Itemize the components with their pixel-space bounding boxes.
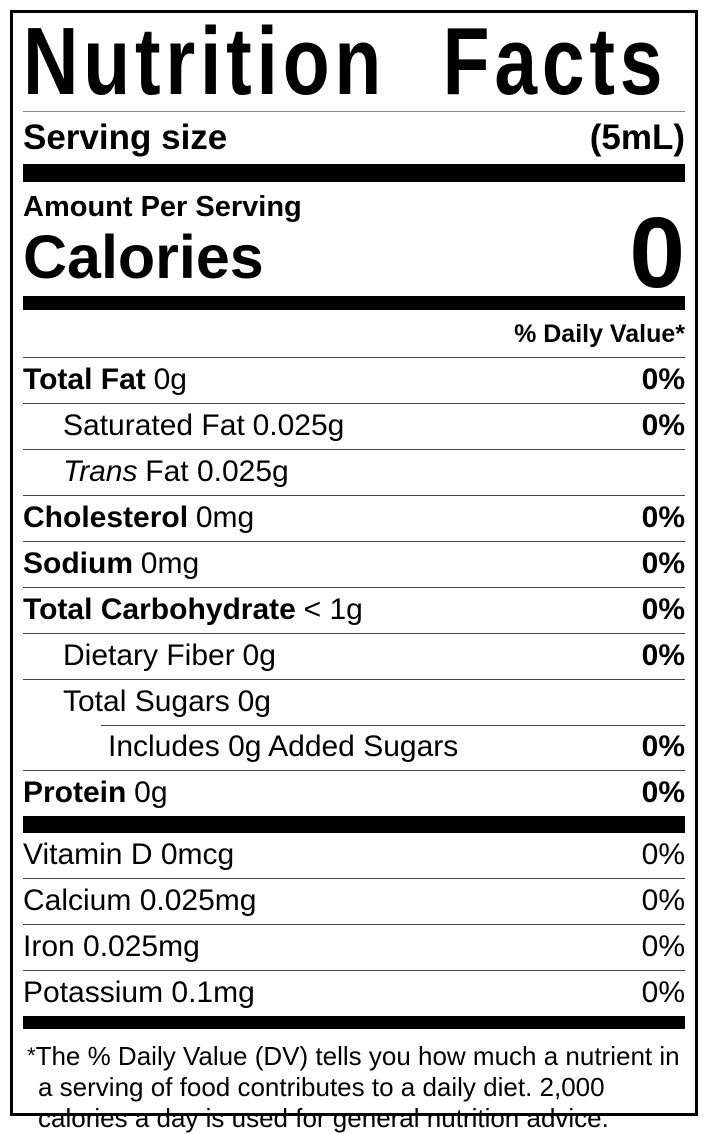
- nutrient-name: Includes 0g Added Sugars: [108, 730, 459, 763]
- nutrient-amount: 0mg: [195, 501, 255, 534]
- nutrient-amount: 0g: [242, 639, 276, 672]
- serving-size-row: Serving size (5mL): [23, 112, 685, 164]
- nutrient-label: Dietary Fiber 0g: [23, 639, 276, 673]
- serving-size-value: (5mL): [589, 118, 685, 157]
- footnote-asterisk: *: [27, 1043, 36, 1068]
- thick-rule: [23, 296, 685, 310]
- micronutrient-dv: 0%: [641, 838, 685, 871]
- nutrient-row-total-sugars: Total Sugars 0g: [23, 679, 685, 725]
- micronutrient-row-vitamin-d: Vitamin D 0mcg 0%: [23, 833, 685, 878]
- label-title-band: Nutrition Facts: [23, 13, 685, 112]
- calories-block: Amount Per Serving Calories 0: [23, 182, 685, 309]
- nutrition-facts-label: Nutrition Facts Serving size (5mL) Amoun…: [10, 10, 698, 1133]
- nutrient-name: Total Carbohydrate: [23, 593, 296, 626]
- nutrient-label: Total Carbohydrate < 1g: [23, 593, 363, 627]
- nutrient-dv: 0%: [641, 593, 685, 626]
- nutrient-amount: 0.025g: [252, 409, 345, 442]
- micronutrient-dv: 0%: [641, 930, 685, 963]
- nutrient-name: Total Fat: [23, 363, 146, 396]
- micronutrient-row-calcium: Calcium 0.025mg 0%: [23, 878, 685, 924]
- nutrient-label: Cholesterol 0mg: [23, 501, 254, 535]
- nutrient-name: Total Sugars: [63, 685, 230, 718]
- nutrient-name: Protein: [23, 776, 127, 809]
- nutrient-name: Trans: [63, 455, 138, 488]
- nutrient-dv: 0%: [641, 547, 685, 580]
- nutrient-dv: 0%: [641, 409, 685, 442]
- amount-per-serving-label: Amount Per Serving: [23, 191, 302, 223]
- footnote: *The % Daily Value (DV) tells you how mu…: [23, 1029, 685, 1134]
- micronutrient-label: Calcium 0.025mg: [23, 884, 257, 917]
- micronutrient-label: Vitamin D 0mcg: [23, 838, 235, 871]
- micronutrient-dv: 0%: [641, 884, 685, 917]
- nutrient-label: Sodium 0mg: [23, 547, 199, 581]
- nutrient-amount: 0mg: [140, 547, 200, 580]
- nutrient-row-total-fat: Total Fat 0g 0%: [23, 357, 685, 403]
- nutrient-row-cholesterol: Cholesterol 0mg 0%: [23, 495, 685, 541]
- nutrient-row-dietary-fiber: Dietary Fiber 0g 0%: [23, 633, 685, 679]
- thick-rule: [23, 1016, 685, 1029]
- nutrient-amount: < 1g: [303, 593, 363, 626]
- nutrient-row-saturated-fat: Saturated Fat 0.025g 0%: [23, 403, 685, 449]
- nutrient-name: Cholesterol: [23, 501, 189, 534]
- nutrient-label: Saturated Fat 0.025g: [23, 409, 344, 443]
- nutrient-label: Includes 0g Added Sugars: [23, 730, 466, 764]
- nutrient-dv: 0%: [641, 730, 685, 763]
- micronutrient-dv: 0%: [641, 976, 685, 1009]
- footnote-text: The % Daily Value (DV) tells you how muc…: [35, 1041, 680, 1133]
- thick-rule: [23, 164, 685, 182]
- nutrient-name: Saturated Fat: [63, 409, 245, 442]
- calories-value: 0: [629, 197, 685, 309]
- nutrient-dv: 0%: [641, 776, 685, 809]
- nutrient-name: Dietary Fiber: [63, 639, 235, 672]
- nutrient-row-trans-fat: Trans Fat 0.025g: [23, 449, 685, 495]
- nutrient-label: Trans Fat 0.025g: [23, 455, 289, 489]
- nutrient-dv: 0%: [641, 639, 685, 672]
- nutrient-amount: Fat 0.025g: [145, 455, 289, 488]
- nutrient-label: Total Sugars 0g: [23, 685, 271, 719]
- nutrient-name: Sodium: [23, 547, 133, 580]
- nutrient-row-total-carbohydrate: Total Carbohydrate < 1g 0%: [23, 587, 685, 633]
- nutrient-label: Protein 0g: [23, 776, 168, 810]
- serving-size-label: Serving size: [23, 118, 228, 157]
- nutrient-label: Total Fat 0g: [23, 363, 187, 397]
- micronutrient-label: Potassium 0.1mg: [23, 976, 255, 1009]
- calories-label: Calories: [23, 223, 264, 291]
- daily-value-header: % Daily Value*: [514, 320, 685, 348]
- nutrient-row-protein: Protein 0g 0%: [23, 770, 685, 816]
- nutrient-amount: 0g: [237, 685, 271, 718]
- label-title: Nutrition Facts: [23, 13, 668, 112]
- nutrient-row-added-sugars: Includes 0g Added Sugars 0%: [23, 725, 685, 770]
- nutrient-amount: 0g: [153, 363, 187, 396]
- thick-rule: [23, 816, 685, 833]
- nutrient-amount: 0g: [134, 776, 168, 809]
- nutrient-row-sodium: Sodium 0mg 0%: [23, 541, 685, 587]
- micronutrient-label: Iron 0.025mg: [23, 930, 200, 963]
- nutrient-dv: 0%: [641, 363, 685, 396]
- nutrient-dv: 0%: [641, 501, 685, 534]
- micronutrient-row-iron: Iron 0.025mg 0%: [23, 924, 685, 970]
- micronutrient-row-potassium: Potassium 0.1mg 0%: [23, 970, 685, 1016]
